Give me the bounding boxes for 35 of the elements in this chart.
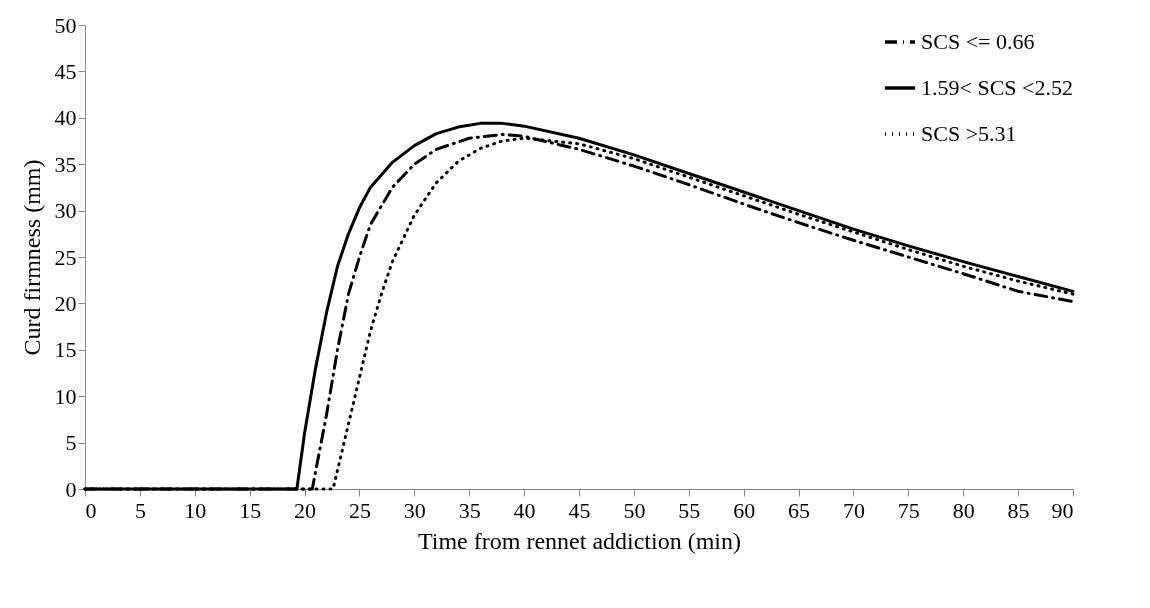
x-tick-label: 55 [678,497,701,523]
x-tick-label: 35 [458,497,481,523]
x-tick-label: 0 [85,497,97,523]
y-tick-label: 30 [54,198,77,224]
y-tick-label: 20 [54,290,77,316]
y-tick-label: 15 [54,337,77,363]
x-tick-label: 40 [513,497,536,523]
x-tick-label: 50 [623,497,646,523]
legend-label: SCS <= 0.66 [921,29,1035,54]
x-tick-label: 90 [1051,497,1074,523]
y-tick-label: 50 [54,12,77,38]
x-tick-label: 70 [842,497,865,523]
y-tick-label: 35 [54,151,77,177]
x-tick-label: 45 [568,497,591,523]
y-axis-title: Curd firmness (mm) [18,159,45,356]
y-tick-label: 25 [54,244,77,270]
x-tick-label: 80 [952,497,975,523]
x-tick-label: 75 [897,497,920,523]
x-tick-label: 25 [348,497,371,523]
x-tick-label: 60 [733,497,756,523]
x-axis-title: Time from rennet addiction (min) [417,527,742,554]
x-tick-label: 20 [294,497,317,523]
legend-label: SCS >5.31 [921,121,1017,146]
y-tick-label: 45 [54,58,77,84]
y-tick-label: 40 [54,105,77,131]
x-tick-label: 65 [788,497,811,523]
y-tick-label: 0 [65,476,77,502]
x-tick-label: 85 [1007,497,1030,523]
x-tick-label: 15 [239,497,262,523]
x-tick-label: 10 [184,497,207,523]
y-tick-label: 5 [65,430,77,456]
x-tick-label: 5 [134,497,146,523]
x-tick-label: 30 [403,497,426,523]
legend-label: 1.59< SCS <2.52 [921,75,1073,100]
y-tick-label: 10 [54,383,77,409]
